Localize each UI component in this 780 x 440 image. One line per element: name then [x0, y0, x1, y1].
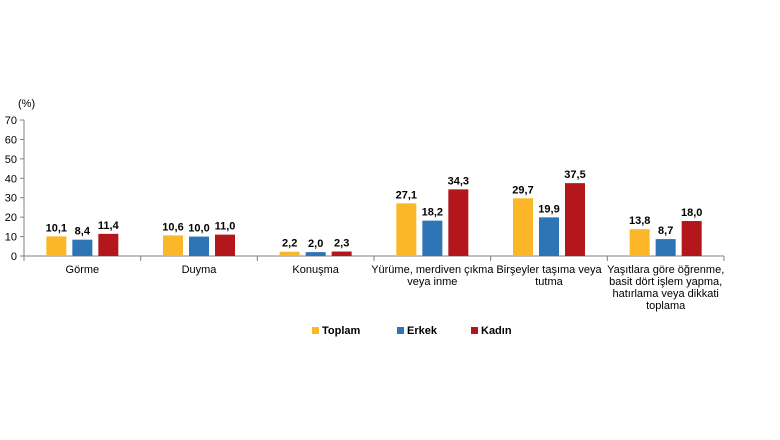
bar: [655, 239, 676, 256]
bar: [189, 236, 209, 256]
data-label: 11,4: [98, 220, 120, 232]
y-tick-label: 20: [5, 212, 17, 224]
category-label: Yürüme, merdiven çıkma veya inme: [371, 264, 494, 288]
y-tick-label: 30: [5, 193, 17, 205]
bar: [681, 221, 702, 256]
data-label: 10,6: [162, 221, 183, 233]
axes: [23, 120, 725, 261]
data-label: 2,0: [308, 238, 323, 250]
legend-item: Erkek: [397, 325, 438, 337]
data-label: 2,3: [334, 238, 349, 250]
bar: [279, 251, 300, 256]
data-label: 34,3: [448, 175, 469, 187]
y-tick-label: 0: [11, 251, 17, 263]
y-tick-label: 60: [5, 134, 17, 146]
category-label: Birşeyler taşıma veya tutma: [496, 264, 602, 288]
bar: [422, 220, 443, 256]
bar: [331, 251, 352, 256]
data-label: 18,0: [681, 207, 702, 219]
legend-swatch: [312, 327, 319, 334]
data-label: 18,2: [422, 207, 443, 219]
y-tick-label: 50: [5, 154, 17, 166]
category-labels: Görme Duyma Konuşma Yürüme, merdiven çıkma v…: [66, 264, 725, 312]
data-label: 19,9: [538, 203, 559, 215]
data-label: 2,2: [282, 238, 297, 250]
y-axis-ticks: 0 10 20 30 40 50 60 70: [5, 115, 24, 263]
legend-label: Kadın: [481, 325, 512, 337]
y-axis-unit-label: (%): [18, 98, 35, 110]
bar: [539, 217, 559, 256]
legend-item: Toplam: [312, 325, 361, 337]
bar: [215, 234, 235, 256]
bar: [98, 233, 119, 256]
category-label: Konuşma: [292, 264, 339, 276]
bar: [46, 236, 67, 256]
legend: Toplam Erkek Kadın: [312, 325, 512, 337]
bar: [163, 235, 183, 256]
legend-swatch: [397, 327, 404, 334]
category-label: Görme: [66, 264, 100, 276]
data-label: 29,7: [512, 184, 533, 196]
data-label: 13,8: [629, 215, 650, 227]
bar: [305, 252, 326, 256]
legend-item: Kadın: [471, 325, 512, 337]
y-tick-label: 70: [5, 115, 17, 127]
bar: [448, 189, 469, 256]
bar: [565, 183, 585, 256]
bars: [46, 183, 702, 256]
category-label: Duyma: [182, 264, 218, 276]
legend-label: Erkek: [407, 325, 438, 337]
data-label: 11,0: [215, 221, 236, 233]
data-label: 8,7: [658, 225, 673, 237]
bar: [513, 198, 533, 256]
y-tick-label: 40: [5, 173, 17, 185]
bar: [396, 203, 417, 256]
data-label: 37,5: [564, 169, 585, 181]
legend-label: Toplam: [322, 325, 361, 337]
data-label: 10,1: [46, 222, 67, 234]
y-tick-label: 10: [5, 232, 17, 244]
category-label: Yaşıtlara göre öğrenme, basit dört işlem …: [607, 264, 724, 312]
data-label: 8,4: [75, 226, 91, 238]
bar: [72, 239, 93, 256]
data-label: 10,0: [188, 223, 209, 235]
legend-swatch: [471, 327, 478, 334]
value-labels: 10,1 8,4 11,4 10,6 10,0 11,0 2,2 2,0 2,3 27,1 18,2…: [46, 169, 703, 250]
bar: [629, 229, 650, 256]
data-label: 27,1: [396, 189, 417, 201]
